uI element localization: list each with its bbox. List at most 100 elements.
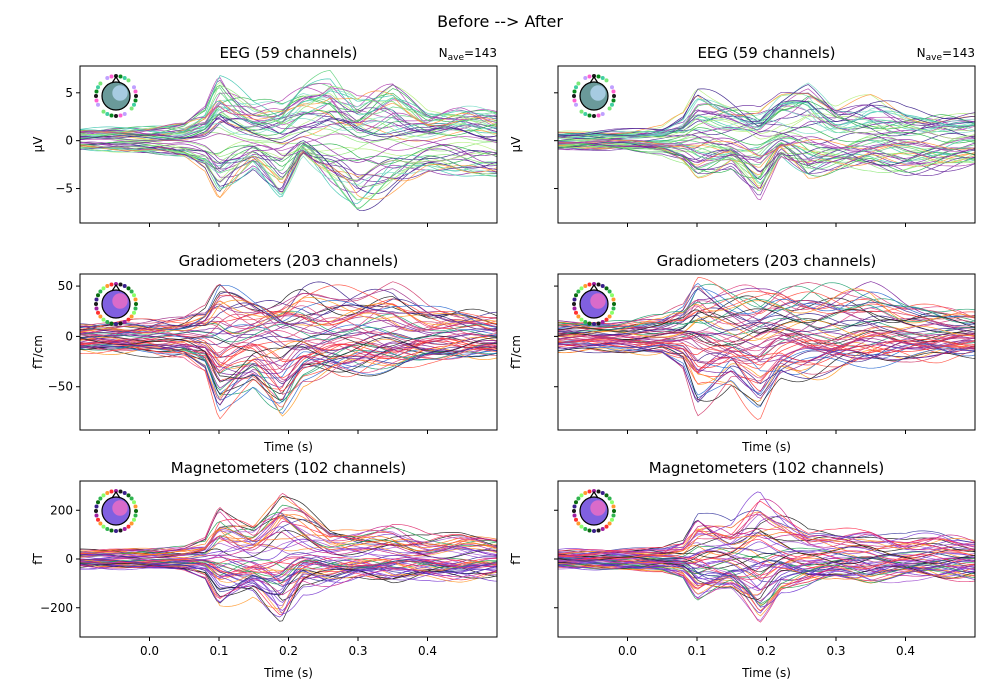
x-tick-label: 0.0 — [618, 644, 637, 658]
sensor-dot — [133, 306, 138, 311]
channel-trace — [80, 341, 497, 381]
sensor-dot — [572, 302, 576, 306]
sensor-dot — [600, 76, 605, 80]
sensor-dot — [109, 282, 114, 287]
channel-trace — [80, 559, 497, 596]
sensor-dot — [94, 89, 99, 94]
channel-trace — [80, 110, 497, 140]
channel-trace — [558, 288, 975, 331]
channel-trace — [80, 147, 497, 197]
channel-trace — [558, 343, 975, 384]
sensor-dot — [105, 491, 110, 495]
channel-trace — [80, 133, 497, 151]
traces — [80, 70, 497, 212]
sensor-dot — [129, 106, 134, 111]
y-axis-label: fT — [31, 553, 45, 565]
sensor-dot — [583, 76, 588, 80]
sensor-dot — [576, 81, 581, 86]
sensor-dot — [612, 509, 616, 513]
channel-trace — [80, 507, 497, 555]
traces — [558, 491, 975, 623]
sensor-dot — [607, 289, 612, 294]
subplot-title: Magnetometers (102 channels) — [171, 459, 406, 477]
channel-trace — [558, 144, 975, 178]
sensor-layout-icon — [572, 74, 616, 118]
sensor-dot — [574, 310, 578, 315]
x-axis-label: Time (s) — [741, 440, 791, 454]
x-axis-label: Time (s) — [263, 440, 313, 454]
channel-trace — [558, 563, 975, 596]
head-highlight — [112, 293, 128, 309]
channel-trace — [558, 299, 975, 330]
sensor-layout-icon — [94, 489, 138, 533]
sensor-dot — [607, 81, 612, 86]
channel-trace — [80, 117, 497, 139]
channel-trace — [80, 530, 497, 559]
channel-trace — [80, 557, 497, 574]
sensor-dot — [118, 74, 123, 79]
sensor-dot — [101, 493, 106, 498]
channel-trace — [80, 543, 497, 560]
sensor-dot — [133, 89, 138, 94]
sensor-dot — [572, 513, 577, 518]
sensor-dot — [134, 302, 138, 306]
channel-trace — [558, 138, 975, 159]
channel-trace — [80, 496, 497, 552]
sensor-dot — [587, 113, 592, 118]
figure-suptitle: Before --> After — [437, 12, 563, 31]
head-highlight — [590, 500, 606, 516]
channel-trace — [558, 555, 975, 570]
sensor-dot — [129, 289, 134, 294]
channel-trace — [80, 145, 497, 193]
nave-annotation: Nave=143 — [439, 46, 497, 63]
channel-trace — [558, 532, 975, 557]
sensor-dot — [118, 282, 123, 287]
sensor-dot — [579, 524, 584, 529]
sensor-dot — [126, 524, 131, 529]
channel-trace — [80, 90, 497, 133]
channel-trace — [558, 328, 975, 342]
sensor-dot — [98, 314, 103, 319]
channel-trace — [558, 308, 975, 333]
channel-trace — [80, 141, 497, 172]
sensor-dot — [126, 493, 131, 498]
sensor-dot — [129, 521, 134, 526]
sensor-dot — [610, 517, 614, 522]
sensor-dot — [98, 106, 103, 111]
nose-mark — [111, 283, 121, 292]
sensor-dot — [122, 527, 127, 531]
sensor-dot — [133, 504, 138, 509]
subplot-2: −50 0 50 Gradiometers (203 channels) fT/cm Ti… — [31, 252, 498, 454]
sensor-dot — [576, 289, 581, 294]
sensor-dot — [132, 293, 136, 298]
channel-trace — [558, 511, 975, 556]
channel-trace — [80, 288, 497, 328]
channel-trace — [558, 98, 975, 137]
nose-mark — [589, 283, 599, 292]
channel-trace — [558, 82, 975, 137]
channel-trace — [80, 303, 497, 334]
channel-trace — [558, 343, 975, 401]
sensor-dot — [94, 297, 99, 302]
channel-trace — [558, 346, 975, 408]
channel-trace — [80, 563, 497, 603]
sensor-dot — [109, 528, 114, 533]
head-highlight — [590, 85, 606, 101]
sensor-dot — [133, 513, 138, 518]
subplot-title: Gradiometers (203 channels) — [179, 252, 399, 270]
sensor-dot — [94, 513, 99, 518]
sensor-dot — [105, 284, 110, 288]
sensor-dot — [610, 85, 614, 90]
channel-trace — [558, 342, 975, 394]
sensor-dot — [596, 282, 601, 287]
sensor-dot — [94, 94, 98, 98]
sensor-dot — [118, 113, 123, 118]
y-tick-label: −5 — [55, 182, 73, 196]
subplot-4: −200 0 200 0.0 0.1 0.2 0.3 0.4 Magnetometers (10… — [31, 459, 498, 680]
sensor-dot — [572, 509, 576, 513]
subplot-1: EEG (59 channels) Nave=143 µV — [509, 44, 976, 227]
sensor-layout-icon — [572, 489, 616, 533]
x-tick-label: 0.3 — [826, 644, 845, 658]
sensor-dot — [596, 528, 601, 533]
sensor-dot — [101, 524, 106, 529]
